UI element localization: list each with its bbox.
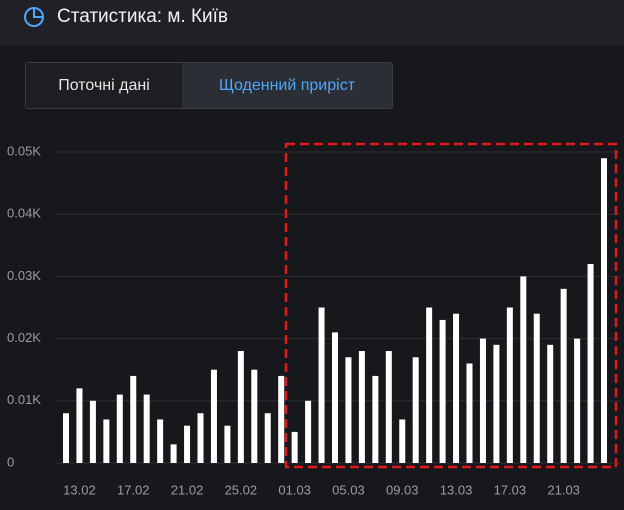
x-tick-label: 13.03 <box>440 482 473 497</box>
bar <box>574 338 581 463</box>
highlight-box <box>284 142 618 469</box>
tab[interactable]: Поточні дані <box>26 63 182 108</box>
x-tick-label: 21.02 <box>171 482 204 497</box>
bar <box>103 419 110 463</box>
bar <box>251 369 258 463</box>
x-tick-label: 21.03 <box>547 482 580 497</box>
bar <box>76 388 83 463</box>
bar <box>143 394 150 463</box>
x-tick-label: 25.02 <box>225 482 258 497</box>
bar <box>601 158 607 463</box>
pie-icon <box>24 7 44 27</box>
bar <box>506 307 513 463</box>
bar <box>264 413 271 463</box>
bar <box>157 419 164 463</box>
bar <box>345 357 352 463</box>
bar <box>224 425 231 463</box>
bar <box>197 413 204 463</box>
bar <box>305 400 312 463</box>
bar <box>130 375 137 463</box>
bar <box>332 332 338 463</box>
bar <box>170 444 177 463</box>
bar <box>426 307 433 463</box>
bar <box>466 363 473 463</box>
bar <box>184 425 191 463</box>
bar <box>547 344 554 463</box>
bar <box>385 351 392 463</box>
y-tick-label: 0 <box>7 454 14 469</box>
bar <box>237 351 244 463</box>
bar <box>520 276 527 463</box>
bar <box>116 394 123 463</box>
x-tick-label: 13.02 <box>63 482 96 497</box>
x-tick-label: 17.02 <box>117 482 150 497</box>
x-tick-label: 05.03 <box>332 482 365 497</box>
bar <box>412 357 419 463</box>
bar <box>210 369 217 463</box>
x-tick-label: 01.03 <box>278 482 311 497</box>
bar <box>372 375 379 463</box>
header-title: Статистика: м. Київ <box>57 6 229 27</box>
bar <box>587 263 594 463</box>
tab-active[interactable]: Щоденний приріст <box>182 63 392 108</box>
bar <box>89 400 96 463</box>
y-tick-label: 0.05K <box>7 143 41 158</box>
bar <box>533 313 540 463</box>
y-tick-label: 0.03K <box>7 268 41 283</box>
bar <box>439 319 446 463</box>
x-tick-label: 09.03 <box>386 482 419 497</box>
y-tick-label: 0.02K <box>7 330 41 345</box>
bar <box>291 431 298 463</box>
bar <box>399 419 406 463</box>
bar <box>318 307 325 463</box>
x-tick-label: 17.03 <box>494 482 527 497</box>
bar <box>453 313 460 463</box>
bar <box>560 288 567 463</box>
tab-group: Поточні дані Щоденний приріст <box>25 62 393 109</box>
y-tick-label: 0.04K <box>7 206 41 221</box>
bar <box>479 338 486 463</box>
bar <box>63 413 69 463</box>
header: Статистика: м. Київ <box>0 0 624 45</box>
y-tick-label: 0.01K <box>7 392 41 407</box>
bar <box>358 351 365 463</box>
bar <box>278 375 285 463</box>
bar <box>493 344 500 463</box>
